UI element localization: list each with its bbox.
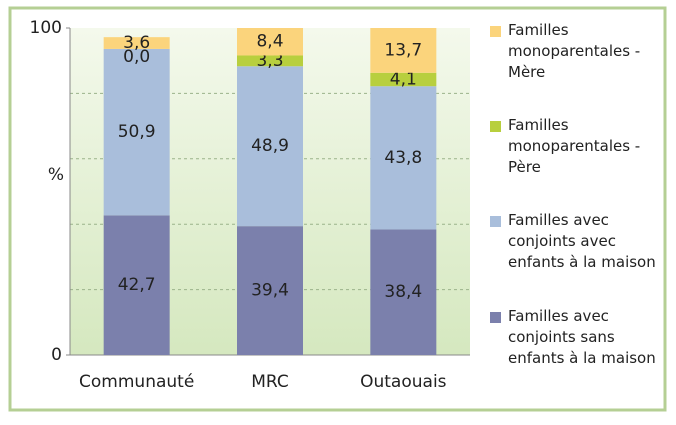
- bar-segment: [370, 28, 437, 73]
- value-label: 38,4: [384, 282, 422, 302]
- x-tick-label: Outaouais: [360, 372, 447, 392]
- value-label: 8,4: [256, 32, 283, 52]
- value-label: 42,7: [118, 275, 156, 295]
- bar-segment: [370, 86, 437, 230]
- value-label: 0,0: [123, 47, 150, 67]
- bar-segment: [103, 37, 170, 49]
- bar-segment: [370, 72, 437, 87]
- bar-segment: [103, 48, 170, 216]
- bar-segment: [370, 229, 437, 355]
- legend-swatch: [490, 216, 501, 227]
- legend-swatch: [490, 26, 501, 37]
- legend-swatch: [490, 121, 501, 132]
- bar-segment: [103, 215, 170, 355]
- legend-label: Familles monoparentales - Mère: [508, 21, 641, 81]
- x-tick-label: MRC: [251, 372, 289, 392]
- legend-label: Familles monoparentales - Père: [508, 116, 641, 176]
- x-tick-label: Communauté: [79, 372, 194, 392]
- value-label: 3,3: [256, 51, 283, 71]
- value-label: 39,4: [251, 281, 289, 301]
- value-label: 13,7: [384, 40, 422, 60]
- legend-swatch: [490, 312, 501, 323]
- legend-label: Familles avec conjoints sans enfants à l…: [508, 307, 656, 367]
- value-label: 48,9: [251, 136, 289, 156]
- bar-segment: [237, 55, 303, 67]
- bar-segment: [237, 28, 303, 56]
- legend-label: Familles avec conjoints avec enfants à l…: [508, 211, 656, 271]
- legend-item: Familles monoparentales - Père: [490, 115, 670, 178]
- legend-item: Familles avec conjoints avec enfants à l…: [490, 210, 670, 273]
- legend-item: Familles monoparentales - Mère: [490, 20, 670, 83]
- legend-item: Familles avec conjoints sans enfants à l…: [490, 306, 670, 369]
- bar-segment: [237, 226, 303, 355]
- y-axis-label: %: [48, 165, 64, 185]
- bar-segment: [237, 66, 303, 227]
- y-tick-label: 100: [30, 18, 62, 38]
- value-label: 3,6: [123, 33, 150, 53]
- y-tick-label: 0: [51, 345, 62, 365]
- value-label: 4,1: [390, 70, 417, 90]
- value-label: 50,9: [118, 122, 156, 142]
- value-label: 43,8: [384, 148, 422, 168]
